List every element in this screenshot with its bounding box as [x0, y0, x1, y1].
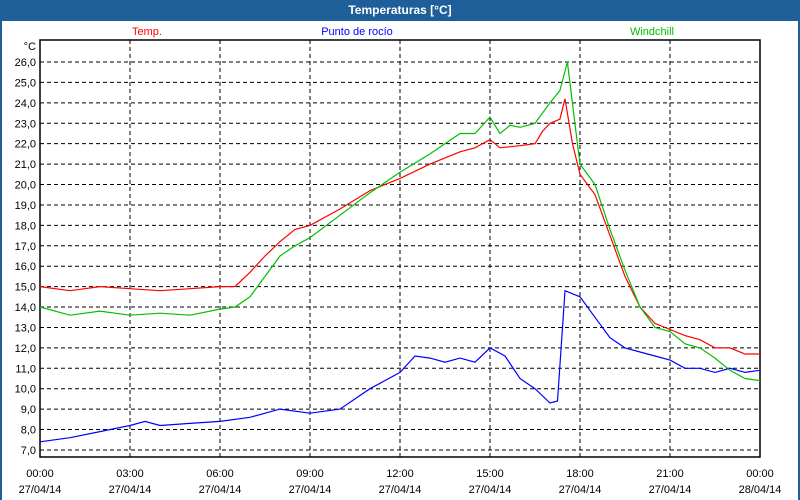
y-tick-label: 21,0 — [15, 159, 36, 171]
y-tick-label: 15,0 — [15, 282, 36, 294]
chart-panel: 7,0 8,0 9,0 10,0 11,0 12,0 13,0 14,0 15,0 16,0 17,… — [2, 21, 798, 500]
series-line-1 — [39, 289, 761, 443]
y-tick-label: 10,0 — [15, 384, 36, 396]
y-tick-label: 24,0 — [15, 98, 36, 110]
x-tick-time: 21:00 — [656, 468, 684, 480]
legend-windchill: Windchill — [630, 26, 674, 38]
y-tick-label: 9,0 — [21, 404, 36, 416]
y-tick-label: 20,0 — [15, 180, 36, 192]
x-tick-date: 27/04/14 — [289, 484, 332, 496]
x-tick-date: 27/04/14 — [379, 484, 422, 496]
window-title: Temperaturas [°C] — [348, 3, 452, 17]
plot-border — [39, 39, 761, 458]
y-tick-label: 19,0 — [15, 200, 36, 212]
x-tick-date: 27/04/14 — [469, 484, 512, 496]
y-tick-label: 8,0 — [21, 425, 36, 437]
y-tick-label: 22,0 — [15, 139, 36, 151]
x-tick-time: 15:00 — [476, 468, 504, 480]
series-line-2 — [39, 61, 761, 382]
y-tick-label: 25,0 — [15, 77, 36, 89]
x-tick-date: 27/04/14 — [649, 484, 692, 496]
y-tick-label: 18,0 — [15, 220, 36, 232]
legend-temp-: Temp. — [132, 26, 162, 38]
x-tick-time: 18:00 — [566, 468, 594, 480]
y-tick-label: 13,0 — [15, 322, 36, 334]
x-tick-date: 27/04/14 — [19, 484, 62, 496]
x-tick-time: 00:00 — [26, 468, 54, 480]
temperature-chart: 7,0 8,0 9,0 10,0 11,0 12,0 13,0 14,0 15,0 16,0 17,… — [15, 26, 782, 496]
x-tick-date: 27/04/14 — [559, 484, 602, 496]
y-tick-label: 14,0 — [15, 302, 36, 314]
x-tick-time: 12:00 — [386, 468, 414, 480]
x-tick-date: 27/04/14 — [199, 484, 242, 496]
series-line-0 — [39, 98, 760, 355]
x-tick-date: 28/04/14 — [739, 484, 782, 496]
y-tick-label: 12,0 — [15, 343, 36, 355]
y-tick-label: 23,0 — [15, 118, 36, 130]
y-axis-unit: °C — [24, 41, 36, 53]
x-tick-time: 00:00 — [746, 468, 774, 480]
y-tick-label: 26,0 — [15, 57, 36, 69]
x-tick-time: 06:00 — [206, 468, 234, 480]
y-tick-label: 17,0 — [15, 241, 36, 253]
x-tick-time: 03:00 — [116, 468, 144, 480]
x-tick-time: 09:00 — [296, 468, 324, 480]
y-tick-label: 7,0 — [21, 445, 36, 457]
y-tick-label: 16,0 — [15, 261, 36, 273]
y-tick-label: 11,0 — [15, 363, 36, 375]
legend-punto-de-roc-o: Punto de rocío — [321, 26, 393, 38]
x-tick-date: 27/04/14 — [109, 484, 152, 496]
